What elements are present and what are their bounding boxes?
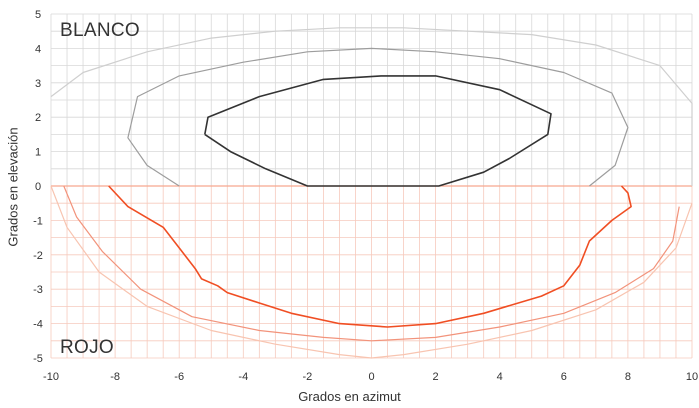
x-tick-label: 2 bbox=[433, 371, 439, 383]
x-tick-label: 10 bbox=[686, 371, 698, 383]
y-tick-label: 3 bbox=[35, 78, 41, 90]
contour-rojo-middle bbox=[63, 185, 680, 342]
y-tick-label: -5 bbox=[33, 353, 43, 365]
contour-blanco-inner bbox=[204, 75, 552, 187]
contour-rojo-outer bbox=[50, 185, 693, 359]
chart-contours bbox=[50, 27, 693, 359]
x-tick-label: -8 bbox=[110, 371, 120, 383]
contour-blanco-middle bbox=[127, 47, 629, 187]
contour-blanco-outer bbox=[50, 27, 693, 186]
y-tick-label: -1 bbox=[33, 215, 43, 227]
y-tick-label: -2 bbox=[33, 250, 43, 262]
y-tick-label: -3 bbox=[33, 284, 43, 296]
y-tick-label: 0 bbox=[35, 181, 41, 193]
x-tick-label: 6 bbox=[561, 371, 567, 383]
y-tick-label: 1 bbox=[35, 147, 41, 159]
region-label-blanco: BLANCO bbox=[60, 20, 140, 41]
y-axis-title-wrap: Grados en elevación bbox=[2, 92, 24, 282]
x-tick-label: -6 bbox=[174, 371, 184, 383]
region-label-rojo: ROJO bbox=[60, 337, 114, 358]
contour-rojo-inner bbox=[108, 185, 632, 328]
y-tick-label: 5 bbox=[35, 9, 41, 21]
y-tick-label: -4 bbox=[33, 319, 43, 331]
y-tick-label: 2 bbox=[35, 112, 41, 124]
x-tick-label: 0 bbox=[368, 371, 374, 383]
x-tick-label: 4 bbox=[497, 371, 503, 383]
x-tick-label: 8 bbox=[625, 371, 631, 383]
x-tick-label: -2 bbox=[303, 371, 313, 383]
chart-grid bbox=[50, 13, 693, 359]
y-axis-title: Grados en elevación bbox=[5, 127, 21, 247]
x-axis-title: Grados en azimut bbox=[298, 389, 401, 404]
x-tick-label: -10 bbox=[43, 371, 59, 383]
x-tick-label: -4 bbox=[238, 371, 248, 383]
y-tick-label: 4 bbox=[35, 43, 41, 55]
